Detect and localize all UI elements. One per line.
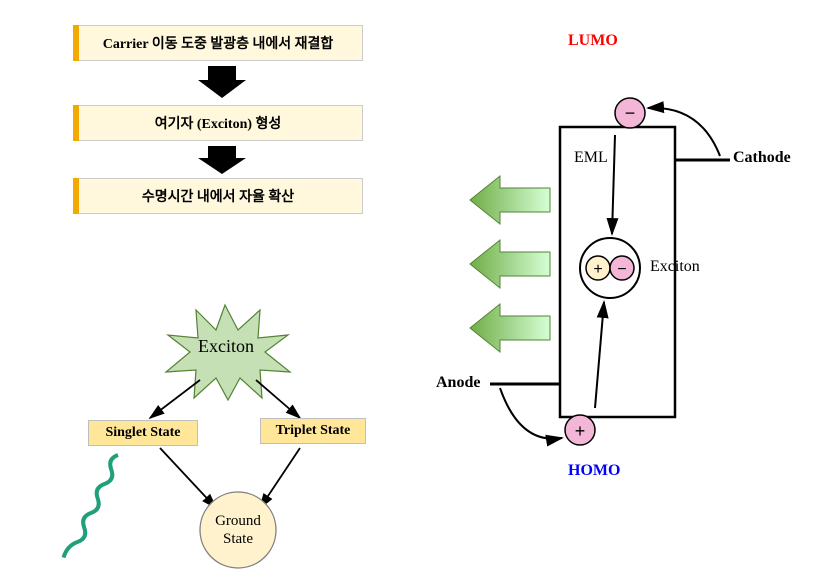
energy-diagram-svg: − + + − — [0, 0, 823, 588]
electron-to-exciton-arrow — [612, 135, 615, 234]
eml-label: EML — [574, 149, 608, 167]
emission-arrow-1 — [470, 176, 550, 224]
hole-injection-arrow — [500, 388, 562, 439]
emission-arrow-2 — [470, 240, 550, 288]
exciton-pair-label: Exciton — [650, 258, 700, 276]
electron-injection-arrow — [648, 108, 720, 156]
electron-sign: − — [625, 103, 636, 123]
hole-to-exciton-arrow — [595, 302, 604, 408]
exciton-plus-sign: + — [593, 261, 602, 278]
emission-arrow-3 — [470, 304, 550, 352]
cathode-label: Cathode — [733, 149, 791, 167]
hole-sign: + — [575, 421, 586, 441]
exciton-minus-sign: − — [617, 261, 626, 278]
anode-label: Anode — [436, 374, 480, 392]
lumo-label: LUMO — [568, 32, 618, 50]
homo-label: HOMO — [568, 462, 620, 480]
